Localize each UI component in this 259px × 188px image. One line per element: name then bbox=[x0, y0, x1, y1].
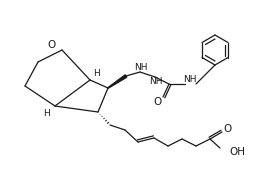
Text: H: H bbox=[44, 109, 50, 118]
Text: H: H bbox=[93, 68, 100, 77]
Text: OH: OH bbox=[229, 147, 245, 157]
Text: NH: NH bbox=[134, 62, 148, 71]
Text: NH: NH bbox=[149, 77, 163, 86]
Text: O: O bbox=[48, 40, 56, 50]
Text: O: O bbox=[223, 124, 231, 134]
Text: NH: NH bbox=[183, 74, 197, 83]
Text: O: O bbox=[154, 97, 162, 107]
Polygon shape bbox=[108, 75, 127, 88]
